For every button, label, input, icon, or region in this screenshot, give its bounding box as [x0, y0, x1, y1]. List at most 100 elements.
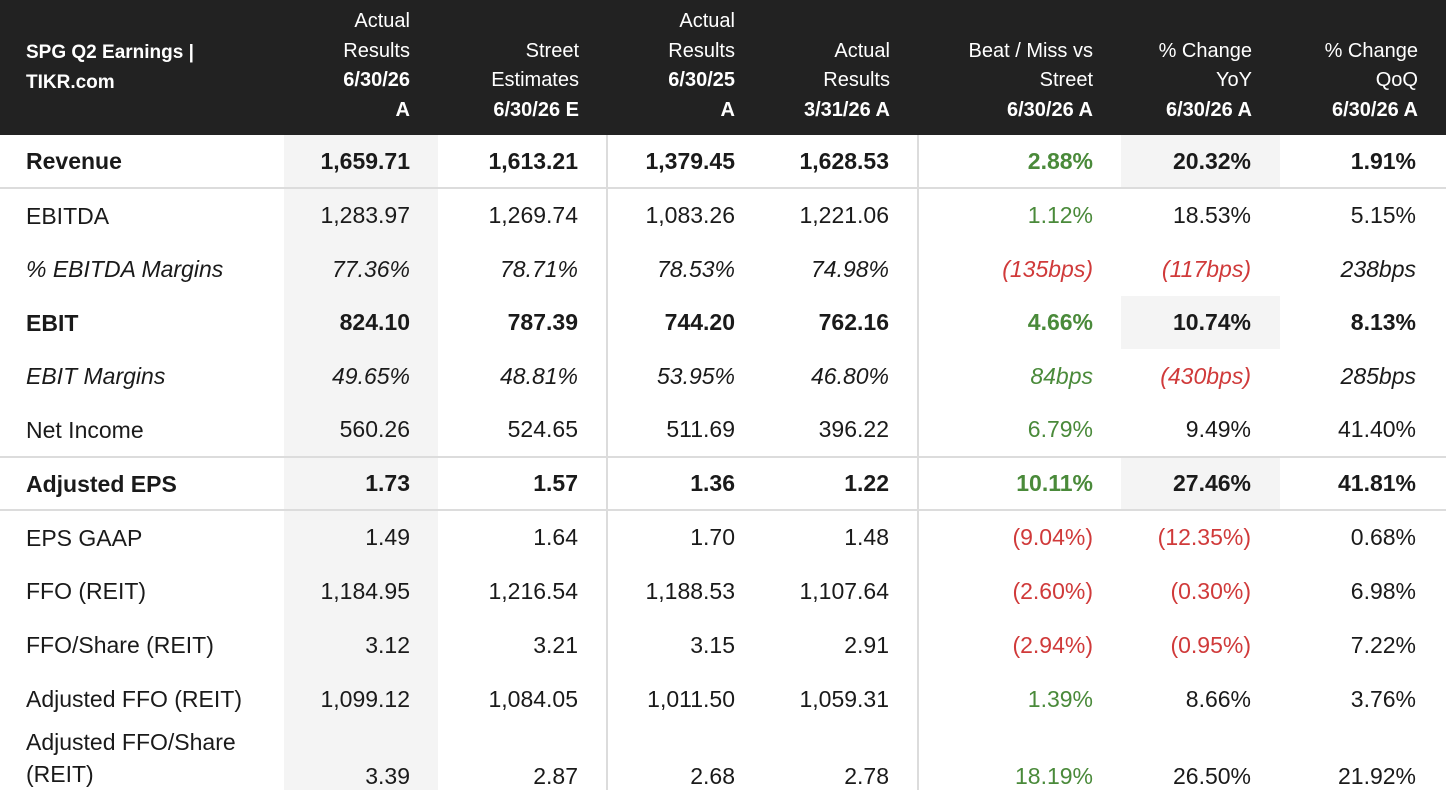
cell-yoy-change: (0.30%) [1170, 577, 1251, 604]
cell-actual-q2-26: 1,184.95 [284, 564, 438, 618]
cell-beat-miss: 18.19% [917, 726, 1121, 790]
row-label: EPS GAAP [26, 524, 143, 551]
cell-qoq-change: 238bps [1340, 255, 1416, 282]
col-header-yoy: % Change YoY 6/30/26 A [1158, 39, 1252, 121]
cell-actual-q2-25: 2.68 [606, 726, 763, 790]
table-row: Adjusted FFO (REIT) 1,099.12 1,084.05 1,011… [0, 672, 1446, 726]
cell-actual-q2-25: 53.95% [606, 349, 763, 403]
cell-qoq-change: 1.91% [1280, 135, 1446, 189]
cell-actual-q1-26: 1,628.53 [763, 135, 918, 189]
row-label: Net Income [0, 403, 284, 458]
cell-actual-q2-25: 744.20 [606, 296, 763, 349]
cell-street-estimate: 2.87 [533, 763, 578, 789]
cell-actual-q1-26: 1,221.06 [799, 202, 889, 228]
col-header-actual-q2-25: Actual Results 6/30/25 A [668, 10, 735, 121]
row-label: Adjusted FFO (REIT) [26, 686, 242, 712]
table-row: EBITDA 1,283.97 1,269.74 1,083.26 1,221.06 1.… [0, 188, 1446, 242]
table-row: Adjusted FFO/Share (REIT) 3.39 2.87 2.68 2.7… [0, 726, 1446, 790]
cell-actual-q1-26: 396.22 [763, 403, 918, 458]
cell-yoy-change: 18.53% [1172, 202, 1251, 228]
table-row: FFO (REIT) 1,184.95 1,216.54 1,188.53 1,107.… [0, 564, 1446, 618]
cell-actual-q2-25: 3.15 [606, 618, 763, 672]
table-row: FFO/Share (REIT) 3.12 3.21 3.15 2.91 (2.94%) (… [0, 618, 1446, 672]
cell-beat-miss: (2.94%) [917, 618, 1121, 672]
cell-beat-miss: (135bps) [917, 242, 1121, 296]
cell-qoq-change: 5.15% [1350, 202, 1416, 228]
cell-qoq-change: 3.76% [1350, 685, 1416, 712]
cell-actual-q1-26: 1,059.31 [799, 685, 889, 712]
cell-street-estimate: 524.65 [438, 403, 607, 458]
cell-street-estimate: 1,613.21 [438, 135, 607, 189]
cell-yoy-change: 20.32% [1121, 135, 1280, 189]
cell-actual-q1-26: 762.16 [818, 309, 889, 335]
cell-street-estimate: 1.64 [533, 524, 578, 550]
cell-actual-q2-25: 1,379.45 [606, 135, 763, 189]
table-row: EBIT Margins 49.65% 48.81% 53.95% 46.80% 84bp… [0, 349, 1446, 403]
cell-actual-q1-26: 1,107.64 [799, 577, 889, 604]
cell-actual-q2-26: 3.12 [284, 618, 438, 672]
cell-beat-miss: 6.79% [917, 403, 1121, 458]
cell-street-estimate: 787.39 [507, 309, 578, 335]
cell-actual-q2-26: 824.10 [284, 296, 438, 349]
cell-actual-q2-25: 1.36 [606, 457, 763, 511]
cell-actual-q2-26: 560.26 [284, 403, 438, 458]
cell-street-estimate: 1,216.54 [488, 577, 578, 604]
cell-yoy-change: (0.95%) [1170, 631, 1251, 658]
cell-street-estimate: 3.21 [533, 631, 578, 658]
cell-street-estimate: 78.71% [499, 255, 578, 282]
cell-actual-q2-25: 1.70 [606, 510, 763, 564]
cell-actual-q2-25: 1,083.26 [606, 188, 763, 242]
cell-street-estimate: 1,084.05 [488, 685, 578, 712]
row-label: EBIT [26, 309, 79, 336]
cell-yoy-change: (430bps) [1160, 362, 1251, 389]
row-label: Adjusted FFO/Share (REIT) [26, 729, 236, 787]
cell-beat-miss: (9.04%) [917, 510, 1121, 564]
row-label: Adjusted EPS [0, 457, 284, 511]
cell-street-estimate: 48.81% [499, 362, 578, 389]
cell-beat-miss: 2.88% [917, 135, 1121, 189]
cell-actual-q1-26: 1.48 [844, 524, 889, 550]
cell-actual-q2-25: 78.53% [606, 242, 763, 296]
cell-qoq-change: 285bps [1340, 362, 1416, 389]
cell-beat-miss: (2.60%) [917, 564, 1121, 618]
cell-qoq-change: 21.92% [1337, 763, 1416, 789]
cell-qoq-change: 41.40% [1280, 403, 1446, 458]
table-row: Net Income 560.26 524.65 511.69 396.22 6.79% 9… [0, 403, 1446, 458]
cell-street-estimate: 1.57 [438, 457, 607, 511]
cell-actual-q2-25: 1,011.50 [606, 672, 763, 726]
cell-actual-q2-26: 1.73 [284, 457, 438, 511]
cell-actual-q2-26: 77.36% [284, 242, 438, 296]
cell-yoy-change: 9.49% [1121, 403, 1280, 458]
cell-yoy-change: 8.66% [1185, 685, 1251, 712]
cell-yoy-change: 26.50% [1172, 763, 1251, 789]
cell-qoq-change: 0.68% [1350, 524, 1416, 550]
cell-qoq-change: 7.22% [1350, 631, 1416, 658]
cell-yoy-change: 10.74% [1121, 296, 1280, 349]
row-label: FFO/Share (REIT) [26, 632, 214, 658]
row-label: % EBITDA Margins [26, 256, 224, 282]
table-row: EBIT 824.10 787.39 744.20 762.16 4.66% 10.74% 8… [0, 296, 1446, 349]
table-row: Revenue 1,659.71 1,613.21 1,379.45 1,628.53 2… [0, 135, 1446, 189]
cell-actual-q1-26: 2.78 [844, 763, 889, 789]
cell-beat-miss: 10.11% [917, 457, 1121, 511]
cell-actual-q2-26: 3.39 [284, 726, 438, 790]
cell-actual-q2-26: 1.49 [284, 510, 438, 564]
row-label: FFO (REIT) [26, 578, 147, 604]
row-label: EBITDA [26, 202, 110, 229]
cell-yoy-change: 27.46% [1121, 457, 1280, 511]
cell-beat-miss: 1.12% [917, 188, 1121, 242]
table-title: SPG Q2 Earnings | TIKR.com [26, 42, 194, 93]
cell-actual-q1-26: 46.80% [810, 362, 889, 389]
row-label: EBIT Margins [26, 363, 166, 389]
cell-beat-miss: 1.39% [917, 672, 1121, 726]
table-row: Adjusted EPS 1.73 1.57 1.36 1.22 10.11% 27.46%… [0, 457, 1446, 511]
cell-actual-q1-26: 74.98% [810, 255, 889, 282]
col-header-qoq: % Change QoQ 6/30/26 A [1324, 39, 1418, 121]
table-row: EPS GAAP 1.49 1.64 1.70 1.48 (9.04%) (12.35%) 0… [0, 510, 1446, 564]
col-header-actual-q1-26: Actual Results 3/31/26 A [804, 39, 890, 121]
cell-yoy-change: (117bps) [1161, 255, 1251, 282]
cell-street-estimate: 1,269.74 [488, 202, 578, 228]
cell-actual-q2-26: 1,099.12 [284, 672, 438, 726]
cell-actual-q1-26: 2.91 [844, 631, 889, 658]
